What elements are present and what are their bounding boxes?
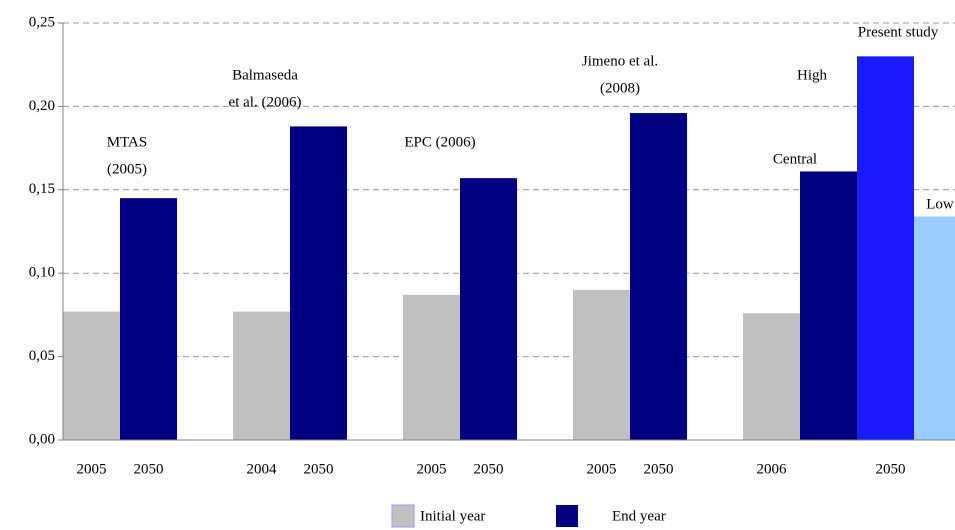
x-tick-label: 2050 bbox=[474, 461, 504, 477]
bar-label: Low bbox=[926, 196, 954, 212]
bar bbox=[63, 311, 120, 440]
bar bbox=[460, 178, 517, 440]
bar-label: High bbox=[797, 67, 828, 83]
group-label: et al. (2006) bbox=[229, 94, 302, 110]
x-tick-label: 2050 bbox=[644, 461, 674, 477]
legend-label: End year bbox=[612, 508, 666, 524]
bar bbox=[120, 198, 177, 440]
bar bbox=[630, 113, 687, 441]
bar bbox=[857, 56, 914, 441]
group-label: Balmaseda bbox=[232, 67, 298, 83]
bar bbox=[743, 313, 800, 440]
bar bbox=[573, 289, 630, 440]
x-tick-label: 2050 bbox=[304, 461, 334, 477]
y-tick-label: 0,05 bbox=[29, 348, 55, 364]
y-tick-label: 0,00 bbox=[29, 431, 55, 447]
y-tick-label: 0,10 bbox=[29, 265, 55, 281]
group-label: (2008) bbox=[600, 80, 640, 96]
group-label: (2005) bbox=[107, 161, 147, 177]
y-tick-label: 0,20 bbox=[29, 98, 55, 114]
group-label: Jimeno et al. bbox=[582, 53, 658, 69]
bar bbox=[290, 126, 347, 440]
x-tick-label: 2050 bbox=[876, 461, 906, 477]
group-label: EPC (2006) bbox=[404, 134, 475, 150]
bar bbox=[403, 294, 460, 440]
bar-label: Central bbox=[773, 151, 817, 167]
group-label: Present study bbox=[858, 24, 939, 40]
bar bbox=[233, 311, 290, 440]
x-tick-label: 2005 bbox=[587, 461, 617, 477]
bar bbox=[914, 216, 955, 440]
legend-label: Initial year bbox=[420, 508, 485, 524]
legend-swatch bbox=[556, 505, 578, 527]
y-tick-label: 0,15 bbox=[29, 181, 55, 197]
group-label: MTAS bbox=[107, 134, 147, 150]
x-tick-label: 2005 bbox=[417, 461, 447, 477]
x-tick-label: 2004 bbox=[247, 461, 278, 477]
x-tick-label: 2006 bbox=[757, 461, 788, 477]
bar bbox=[800, 171, 857, 440]
x-tick-label: 2050 bbox=[134, 461, 164, 477]
y-tick-label: 0,25 bbox=[29, 14, 55, 30]
x-tick-label: 2005 bbox=[77, 461, 107, 477]
legend-swatch bbox=[391, 504, 415, 528]
